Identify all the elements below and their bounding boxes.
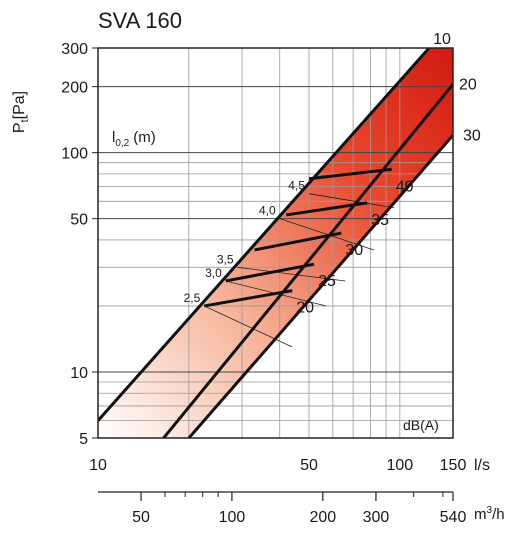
noise-label: 25	[318, 273, 336, 290]
x-tick-label: 50	[300, 457, 318, 474]
series-line-30	[187, 134, 453, 438]
db-label: dB(A)	[403, 417, 439, 433]
throw-label: 4,5	[288, 179, 305, 193]
operating-band	[98, 48, 453, 438]
x2-tick-label: 50	[132, 509, 150, 526]
throw-line-4-5	[308, 193, 395, 209]
x-axis-unit: l/s	[474, 457, 490, 474]
noise-line-20	[204, 289, 293, 308]
series-label-20: 20	[459, 76, 477, 93]
throw-line-2-5	[204, 305, 293, 348]
x-tick-label: 10	[89, 457, 107, 474]
throw-label: 3,0	[205, 266, 222, 280]
throw-label: 2,5	[184, 291, 201, 305]
x2-axis-unit: m3/h	[474, 505, 505, 523]
throw-length-label: l0,2 (m)	[112, 129, 156, 149]
y-tick-label: 100	[61, 146, 88, 163]
noise-label: 40	[396, 178, 414, 195]
y-tick-label: 300	[61, 41, 88, 58]
noise-line-25	[225, 262, 315, 283]
series-label-30: 30	[463, 127, 481, 144]
series-line-20	[162, 83, 453, 438]
x-tick-label: 150	[440, 457, 467, 474]
y-axis-label: Pt[Pa]	[11, 91, 31, 133]
x2-tick-label: 200	[309, 509, 336, 526]
x2-tick-label: 300	[363, 509, 390, 526]
series-label-10: 10	[433, 31, 451, 48]
chart-title: SVA 160	[98, 8, 182, 33]
y-tick-label: 50	[70, 212, 88, 229]
noise-label: 35	[371, 212, 389, 229]
throw-label: 4,0	[259, 204, 276, 218]
plot-frame	[97, 47, 454, 439]
y-tick-label: 5	[79, 431, 88, 448]
noise-line-30	[254, 231, 342, 252]
y-tick-label: 200	[61, 80, 88, 97]
y-tick-label: 10	[70, 365, 88, 382]
noise-label: 30	[345, 242, 363, 259]
x-tick-label: 100	[386, 457, 413, 474]
noise-label: 20	[296, 300, 314, 317]
series-line-10	[98, 48, 431, 422]
throw-label: 3,5	[217, 252, 234, 266]
noise-line-40	[308, 167, 392, 181]
x2-tick-label: 540	[440, 509, 467, 526]
x2-tick-label: 100	[219, 509, 246, 526]
